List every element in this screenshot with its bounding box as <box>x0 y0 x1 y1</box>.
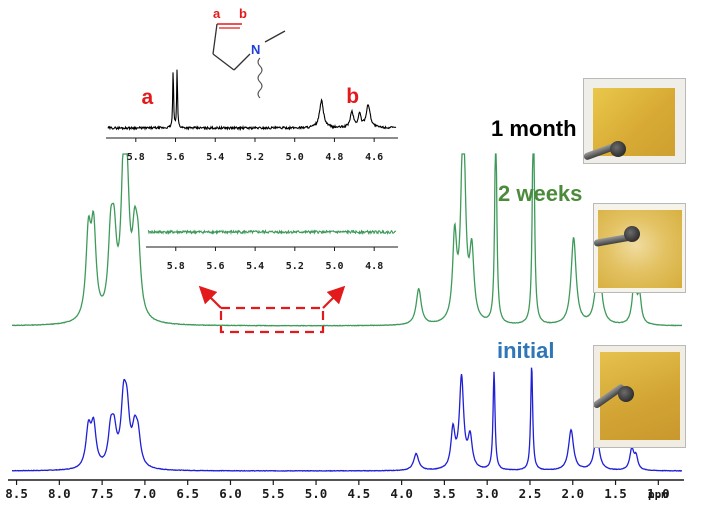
main-tick-label-0: 8.5 <box>5 486 28 501</box>
inset-2weeks-tick-label-5: 4.8 <box>365 261 383 272</box>
inset-1month-tick-label-2: 5.4 <box>206 152 224 163</box>
main-tick-label-8: 4.5 <box>348 486 371 501</box>
inset-2weeks-tick-label-1: 5.6 <box>206 261 224 272</box>
inset-1month-spectrum <box>107 69 397 132</box>
inset-2weeks-tick-label-2: 5.4 <box>246 261 264 272</box>
inset-1month-tick-label-3: 5.2 <box>246 152 264 163</box>
photo-initial <box>593 345 686 448</box>
main-tick-label-4: 6.5 <box>176 486 199 501</box>
main-tick-label-11: 3.0 <box>476 486 499 501</box>
main-tick-label-3: 7.0 <box>134 486 157 501</box>
inset-2weeks-ticks: 5.8 5.6 5.4 5.2 5.0 4.8 <box>167 247 383 272</box>
label-initial: initial <box>497 338 554 363</box>
inset-2weeks-spectrum <box>147 229 397 236</box>
tweezer-tip-1-month <box>610 141 626 157</box>
main-tick-label-6: 5.5 <box>262 486 285 501</box>
spectrum-2weeks-line <box>11 153 683 327</box>
inset-1month: 5.8 5.6 5.4 5.2 5.0 4.8 4.6 a b <box>106 69 398 163</box>
inset-2weeks: 5.8 5.6 5.4 5.2 5.0 4.8 <box>146 229 398 272</box>
bond-ch2-3 <box>233 53 251 71</box>
bond-ch2-1 <box>212 23 218 55</box>
main-tick-label-5: 6.0 <box>219 486 242 501</box>
tweezer-tip-2-weeks <box>624 226 640 242</box>
tweezer-tip-initial <box>618 386 634 402</box>
spectrum-initial-line <box>11 367 683 472</box>
main-x-axis: 8.5 8.0 7.5 7.0 6.5 6.0 5.5 5.0 4.5 4.0 3.5 3.0 2.5 2… <box>5 479 684 501</box>
main-tick-label-1: 8.0 <box>48 486 71 501</box>
zoom-region-box <box>219 306 325 334</box>
main-tick-label-14: 1.5 <box>604 486 627 501</box>
label-2-weeks: 2 weeks <box>498 181 582 206</box>
inset-1month-ticks: 5.8 5.6 5.4 5.2 5.0 4.8 4.6 <box>127 138 383 163</box>
main-tick-label-10: 3.5 <box>433 486 456 501</box>
inset-2weeks-tick-label-4: 5.0 <box>325 261 343 272</box>
bond-ch2-2 <box>212 53 235 71</box>
main-axis-ticks: 8.5 8.0 7.5 7.0 6.5 6.0 5.5 5.0 4.5 4.0 3.5 3.0 2.5 2… <box>5 480 670 501</box>
photo-1-month <box>583 78 686 164</box>
main-tick-label-7: 5.0 <box>305 486 328 501</box>
main-tick-label-15: 1.0 <box>647 486 670 501</box>
photo-2-weeks <box>593 203 686 293</box>
main-tick-label-2: 7.5 <box>91 486 114 501</box>
main-tick-label-12: 2.5 <box>519 486 542 501</box>
peak-label-b: b <box>346 85 359 108</box>
structure-label-a: a <box>213 6 221 21</box>
structure-label-b: b <box>239 6 247 21</box>
inset-1month-tick-label-4: 5.0 <box>286 152 304 163</box>
inset-1month-tick-label-0: 5.8 <box>127 152 145 163</box>
inset-1month-tick-label-6: 4.6 <box>365 152 383 163</box>
zoom-arrow-left <box>198 285 222 309</box>
zoom-region-indicator <box>198 285 346 334</box>
inset-2weeks-tick-label-3: 5.2 <box>286 261 304 272</box>
inset-2weeks-tick-label-0: 5.8 <box>167 261 185 272</box>
bond-n-polymer-wavy <box>257 57 263 99</box>
label-1-month: 1 month <box>491 116 577 141</box>
zoom-arrow-right <box>322 285 346 309</box>
inset-1month-tick-label-5: 4.8 <box>325 152 343 163</box>
main-tick-label-9: 4.0 <box>390 486 413 501</box>
structure-label-nitrogen: N <box>251 42 260 57</box>
chemical-structure: a b N <box>212 6 286 99</box>
film-sample-2-weeks <box>598 210 682 288</box>
inset-1month-tick-label-1: 5.6 <box>166 152 184 163</box>
x-axis-unit-label: ppm <box>648 488 668 501</box>
peak-label-a: a <box>142 86 154 109</box>
main-tick-label-13: 2.0 <box>561 486 584 501</box>
bond-n-methyl <box>264 30 286 43</box>
